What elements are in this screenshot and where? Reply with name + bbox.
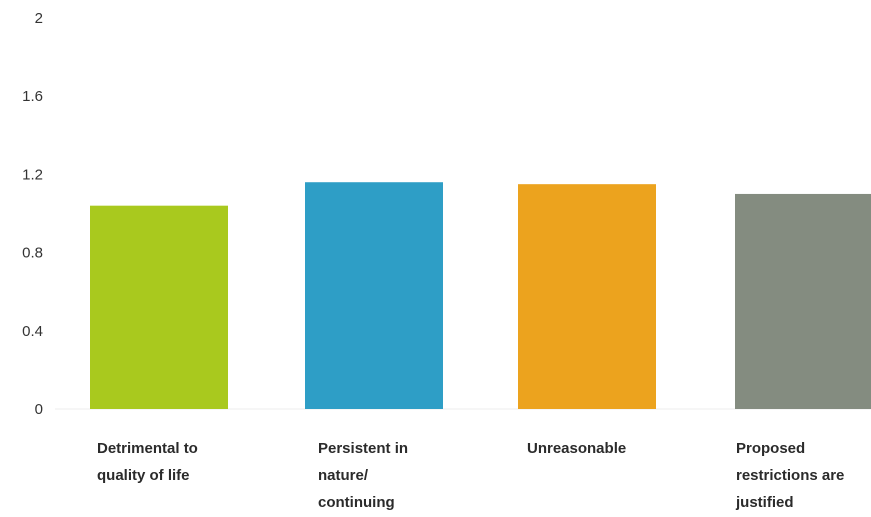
category-label-unreasonable: Unreasonable	[527, 440, 627, 457]
y-tick-label: 0.4	[22, 323, 43, 340]
bar	[90, 205, 228, 409]
y-tick-label: 0	[35, 401, 43, 418]
y-tick-label: 2	[35, 10, 43, 27]
y-tick-label: 1.6	[22, 88, 43, 105]
category-label-persistent: Persistent in nature/ continuing	[318, 440, 409, 511]
bar	[735, 193, 871, 409]
bar-series	[90, 182, 871, 409]
y-tick-label: 1.2	[22, 166, 43, 183]
bar	[518, 184, 656, 409]
category-label-proposed-restrictions: Proposed restrictions are justified	[736, 440, 845, 511]
bar	[305, 182, 443, 409]
y-tick-label: 0.8	[22, 245, 43, 262]
category-label-detrimental: Detrimental to quality of life	[97, 440, 198, 484]
y-axis: 0 0.4 0.8 1.2 1.6 2	[22, 10, 43, 418]
